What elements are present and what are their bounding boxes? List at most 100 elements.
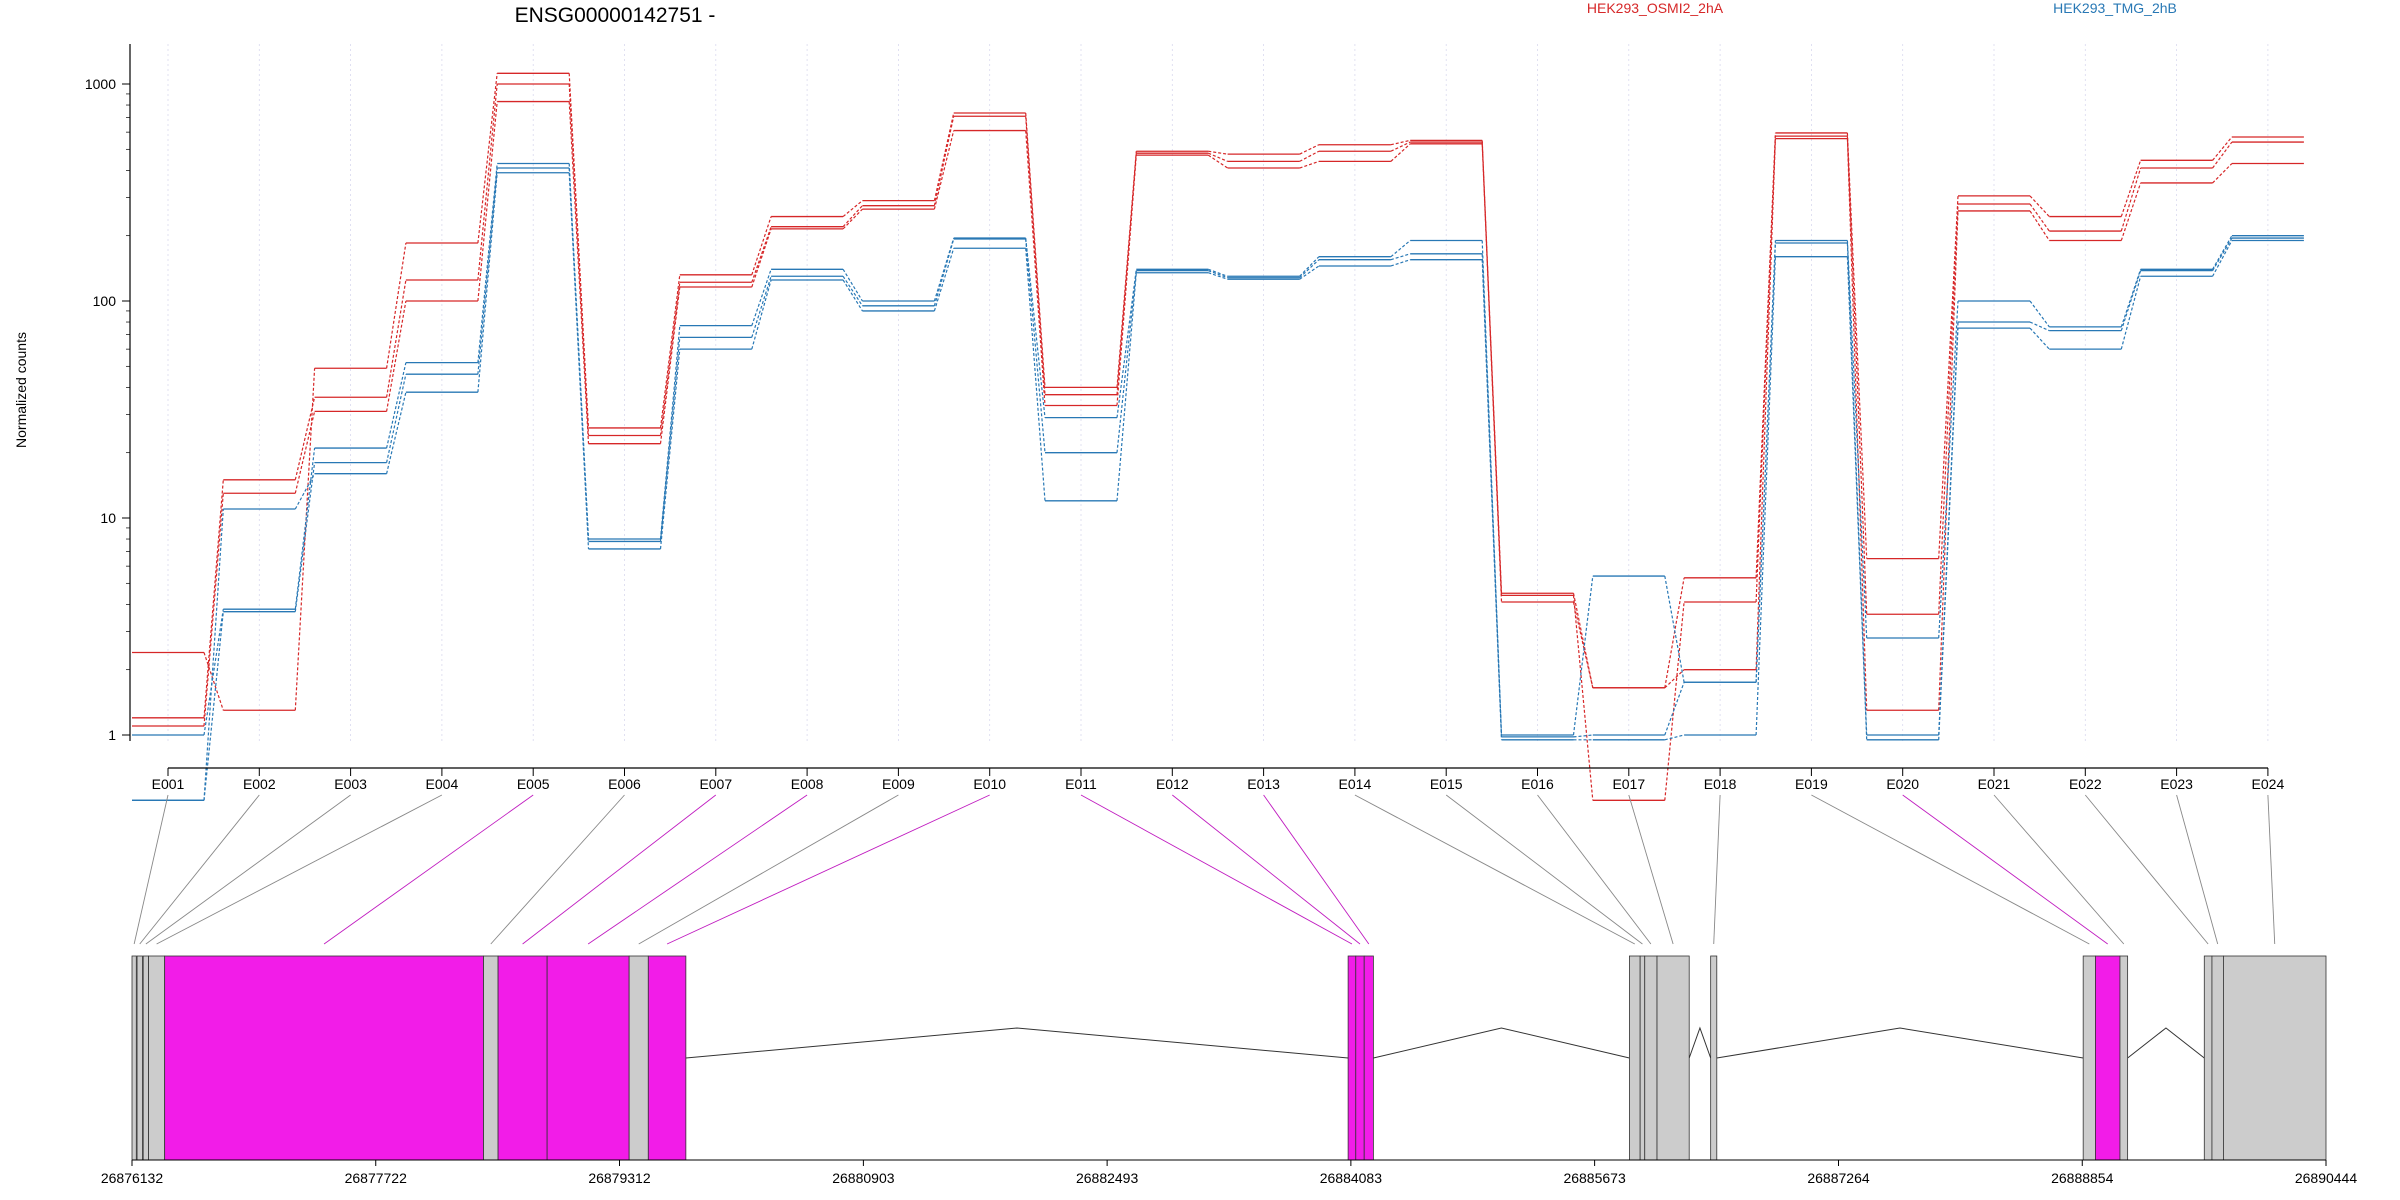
exon-block-e018	[1710, 955, 1718, 1161]
x-tick-label-e021: E021	[1978, 776, 2011, 792]
exon-block-e015	[1639, 955, 1646, 1161]
exon-block-e020	[2095, 955, 2121, 1161]
exon-block-e021	[2119, 955, 2129, 1161]
series-1-connector	[2120, 167, 2142, 232]
series-1-connector	[1755, 136, 1776, 603]
series-3-connector	[2029, 300, 2050, 328]
x-tick-label-e023: E023	[2160, 776, 2193, 792]
series-1-connector	[751, 226, 772, 283]
series-2-connector	[842, 208, 863, 230]
series-0-connector	[2212, 136, 2233, 161]
series-3-connector	[1116, 269, 1137, 418]
series-0-connector	[659, 274, 681, 429]
series-4-connector	[2212, 237, 2233, 271]
series-1-connector	[1572, 595, 1594, 801]
exon-block-e009	[628, 955, 649, 1161]
series-5-connector	[1208, 272, 1228, 280]
x-tick-label-e003: E003	[334, 776, 367, 792]
series-3-connector	[842, 268, 863, 302]
series-1-connector	[1938, 203, 1959, 615]
connector-e019	[1811, 794, 2090, 945]
exon-block-e012	[1355, 955, 1365, 1161]
intron-line-3	[1688, 1026, 1712, 1059]
coordinate-tick-label-26879312: 26879312	[588, 1170, 651, 1186]
x-tick-label-e006: E006	[608, 776, 641, 792]
series-5-connector	[1025, 248, 1046, 501]
coordinate-tick-label-26885673: 26885673	[1563, 1170, 1626, 1186]
series-2-connector	[2212, 163, 2233, 184]
series-1-connector	[659, 282, 681, 436]
series-2-connector	[659, 286, 681, 444]
exon-block-e023	[2211, 955, 2224, 1161]
vertical-gridlines	[167, 44, 2269, 741]
series-0-connector	[386, 242, 407, 369]
series-3-connector	[1025, 237, 1046, 418]
series-4-connector	[477, 167, 498, 375]
series-0-connector	[933, 112, 955, 201]
series-2-connector	[1025, 130, 1046, 406]
connector-e003	[145, 794, 351, 945]
connector-e016	[1537, 794, 1652, 945]
series-2-connector	[2029, 210, 2050, 241]
x-tick-label-e016: E016	[1521, 776, 1554, 792]
x-tick-label-e018: E018	[1704, 776, 1737, 792]
series-4-connector	[933, 238, 955, 307]
series-1-connector	[568, 83, 590, 436]
series-5-connector	[2029, 327, 2050, 350]
series-5-connector	[1938, 328, 1959, 740]
series-1-connector	[294, 397, 316, 480]
series-4-connector	[842, 275, 863, 307]
chart-axes	[129, 44, 2268, 769]
x-tick-label-e022: E022	[2069, 776, 2102, 792]
series-3-connector	[1208, 268, 1228, 277]
connector-e001	[133, 794, 169, 945]
y-axis-label: Normalized counts	[13, 332, 29, 448]
series-2-connector	[294, 411, 316, 494]
series-2-connector	[203, 493, 224, 727]
connector-e014	[1354, 794, 1635, 945]
series-2-connector	[1664, 669, 1685, 689]
series-5-connector	[1755, 256, 1776, 736]
series-2-connector	[1299, 160, 1320, 169]
series-3-connector	[1299, 256, 1320, 277]
connector-e012	[1172, 794, 1361, 945]
y-tick-label-100: 100	[93, 293, 117, 309]
series-2-connector	[1481, 143, 1503, 603]
x-tick-label-e019: E019	[1795, 776, 1828, 792]
connector-e008	[587, 794, 808, 945]
series-2-connector	[1390, 143, 1411, 162]
series-1-connector	[386, 279, 407, 398]
series-5-connector	[933, 248, 955, 312]
y-tick-label-1: 1	[108, 727, 116, 743]
series-3-connector	[2120, 269, 2142, 328]
x-tick-label-e017: E017	[1612, 776, 1645, 792]
series-5-connector	[842, 279, 863, 312]
intron-line-1	[685, 1027, 1349, 1059]
series-2-connector	[1116, 155, 1137, 406]
series-1-connector	[1664, 601, 1685, 801]
series-4-connector	[2029, 321, 2050, 332]
x-tick-label-e012: E012	[1156, 776, 1189, 792]
series-0-connector	[1938, 195, 1959, 559]
series-3-connector	[933, 237, 955, 302]
connector-e007	[522, 794, 717, 945]
series-0-connector	[842, 200, 863, 218]
series-5-connector	[751, 279, 772, 350]
y-tick-label-1000: 1000	[85, 76, 116, 92]
series-3-connector	[1572, 575, 1594, 736]
series-4-connector	[386, 374, 407, 463]
exon-block-e014	[1629, 955, 1641, 1161]
exon-block-e007	[497, 955, 548, 1161]
series-0-connector	[1664, 577, 1685, 688]
x-tick-label-e024: E024	[2252, 776, 2285, 792]
series-2-connector	[751, 228, 772, 288]
x-tick-label-e002: E002	[243, 776, 276, 792]
series-0-connector	[294, 368, 316, 711]
series-2-connector	[933, 130, 955, 210]
series-2-connector	[568, 101, 590, 444]
connector-e017	[1628, 794, 1674, 945]
series-0-connector	[1572, 593, 1594, 688]
series-0-connector	[751, 216, 772, 276]
coordinate-tick-label-26887264: 26887264	[1807, 1170, 1870, 1186]
exon-block-e008	[546, 955, 630, 1161]
